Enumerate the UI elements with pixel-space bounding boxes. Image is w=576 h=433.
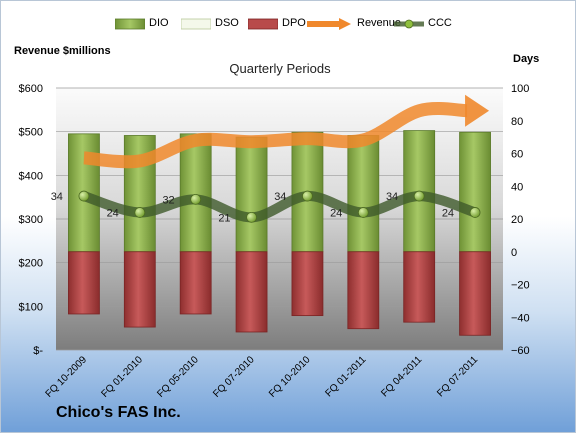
left-tick-label: $600 bbox=[19, 83, 43, 95]
legend-label: DSO bbox=[215, 17, 239, 29]
right-tick-label: 40 bbox=[511, 181, 523, 193]
category-label: FQ 05-2010 bbox=[155, 354, 201, 400]
ccc-point bbox=[357, 207, 369, 218]
ccc-point bbox=[246, 211, 257, 223]
legend-label: DPO bbox=[282, 17, 306, 29]
category-label: FQ 07-2010 bbox=[211, 354, 257, 400]
left-tick-label: $300 bbox=[19, 214, 43, 226]
dpo-bar bbox=[459, 251, 491, 336]
left-tick-label: $100 bbox=[19, 301, 43, 313]
left-tick-label: $500 bbox=[19, 127, 43, 139]
ccc-data-label: 34 bbox=[51, 191, 63, 203]
ccc-line bbox=[78, 191, 481, 223]
right-tick-label: −20 bbox=[511, 280, 530, 292]
right-tick-label: 100 bbox=[511, 83, 529, 95]
category-label: FQ 04-2011 bbox=[379, 354, 424, 399]
ccc-data-label: 32 bbox=[162, 194, 174, 206]
ccc-point bbox=[78, 190, 90, 202]
dpo-bar bbox=[291, 251, 324, 317]
dio-bar bbox=[347, 135, 380, 253]
dpo-bar bbox=[347, 251, 380, 330]
right-tick-label: 80 bbox=[511, 116, 523, 128]
ccc-point bbox=[190, 193, 202, 205]
dio-bar bbox=[179, 133, 212, 253]
dio-bar bbox=[459, 131, 491, 253]
category-label: FQ 01-2011 bbox=[323, 354, 368, 399]
left-axis-title: Revenue $millions bbox=[14, 45, 111, 57]
right-tick-label: 0 bbox=[511, 247, 517, 259]
legend-label: DIO bbox=[149, 17, 169, 29]
ccc-point bbox=[134, 207, 146, 218]
right-tick-label: 20 bbox=[511, 214, 523, 226]
revenue-line bbox=[83, 102, 468, 169]
right-tick-label: −60 bbox=[511, 345, 530, 357]
left-tick-label: $- bbox=[33, 345, 43, 357]
dpo-bar bbox=[179, 251, 212, 315]
dio-bar bbox=[235, 136, 268, 253]
ccc-data-label: 24 bbox=[330, 207, 342, 219]
category-label: FQ 07-2011 bbox=[435, 354, 480, 399]
ccc-point bbox=[302, 190, 313, 202]
dpo-bar bbox=[235, 251, 268, 333]
category-label: FQ 10-2010 bbox=[267, 354, 313, 400]
legend-label: CCC bbox=[428, 17, 452, 29]
right-tick-label: −40 bbox=[511, 312, 530, 324]
ccc-data-label: 21 bbox=[218, 212, 230, 224]
dpo-bar bbox=[68, 251, 100, 315]
dpo-bar bbox=[123, 251, 156, 328]
revenue-arrowhead bbox=[465, 94, 490, 127]
category-label: FQ 01-2010 bbox=[99, 354, 145, 400]
ccc-data-label: 24 bbox=[107, 207, 119, 219]
ccc-point bbox=[413, 190, 425, 202]
right-tick-label: 60 bbox=[511, 149, 523, 161]
ccc-point bbox=[469, 207, 481, 218]
left-tick-label: $200 bbox=[19, 258, 43, 270]
left-tick-label: $400 bbox=[19, 170, 43, 182]
category-label: FQ 10-2009 bbox=[44, 354, 90, 400]
legend-label: Revenue bbox=[357, 17, 402, 29]
dpo-bar bbox=[403, 251, 436, 323]
ccc-data-label: 34 bbox=[274, 191, 286, 203]
right-axis-title: Days bbox=[513, 53, 540, 65]
company-name: Chico's FAS Inc. bbox=[56, 404, 181, 421]
ccc-data-label: 24 bbox=[442, 207, 454, 219]
ccc-data-label: 34 bbox=[386, 191, 398, 203]
chart-title: Quarterly Periods bbox=[229, 61, 331, 76]
